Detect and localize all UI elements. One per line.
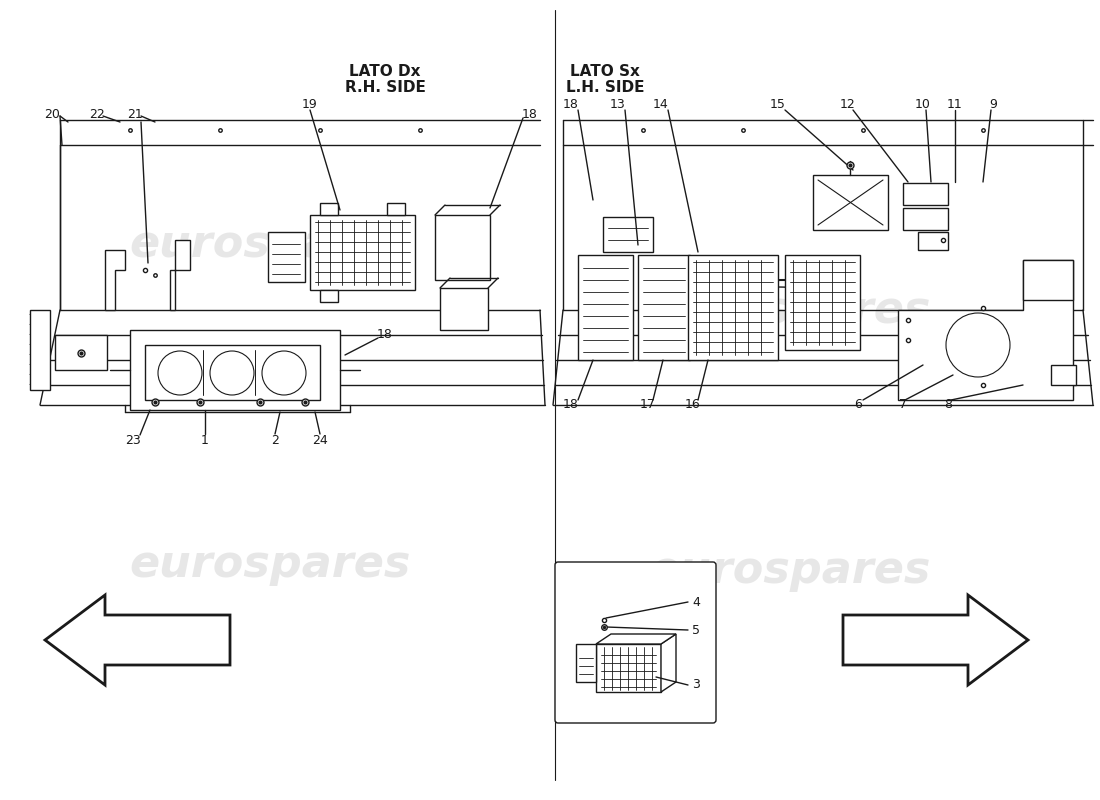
Text: 4: 4	[692, 595, 700, 609]
Text: 17: 17	[640, 398, 656, 411]
Bar	[55, 335, 107, 370]
Text: 24: 24	[312, 434, 328, 446]
Bar	[596, 644, 661, 692]
Text: 18: 18	[377, 329, 393, 342]
Polygon shape	[170, 240, 190, 310]
Text: R.H. SIDE: R.H. SIDE	[344, 81, 426, 95]
Text: 18: 18	[522, 107, 538, 121]
Text: eurospares: eurospares	[130, 223, 410, 266]
Polygon shape	[1023, 260, 1072, 300]
Bar	[440, 288, 488, 330]
Bar	[578, 255, 632, 360]
FancyBboxPatch shape	[556, 562, 716, 723]
Text: 9: 9	[989, 98, 997, 111]
Bar	[434, 215, 490, 280]
Text: 7: 7	[899, 398, 907, 411]
Text: 23: 23	[125, 434, 141, 446]
Polygon shape	[898, 260, 1072, 400]
Bar	[310, 215, 415, 290]
Text: 18: 18	[563, 98, 579, 111]
Bar	[1050, 365, 1076, 385]
Polygon shape	[596, 634, 676, 644]
Text: 1: 1	[201, 434, 209, 446]
Polygon shape	[30, 310, 50, 390]
Text: 6: 6	[854, 398, 862, 411]
Bar	[576, 644, 596, 682]
Text: 14: 14	[653, 98, 669, 111]
Text: 19: 19	[302, 98, 318, 111]
Bar	[320, 203, 338, 215]
Bar	[638, 255, 690, 360]
Text: 5: 5	[692, 623, 700, 637]
Bar	[813, 175, 888, 230]
Text: eurospares: eurospares	[649, 549, 931, 591]
Text: 20: 20	[44, 107, 59, 121]
Text: 11: 11	[947, 98, 962, 111]
Text: eurospares: eurospares	[649, 289, 931, 331]
Polygon shape	[918, 232, 948, 250]
Text: 13: 13	[610, 98, 626, 111]
Text: 2: 2	[271, 434, 279, 446]
Polygon shape	[130, 330, 340, 410]
Bar	[387, 203, 405, 215]
Bar	[903, 208, 948, 230]
Text: LATO Sx: LATO Sx	[570, 65, 640, 79]
Text: 16: 16	[685, 398, 701, 411]
Polygon shape	[843, 595, 1028, 685]
Text: 8: 8	[944, 398, 952, 411]
Bar	[268, 232, 305, 282]
Text: 3: 3	[692, 678, 700, 691]
Polygon shape	[661, 634, 676, 692]
Polygon shape	[45, 595, 230, 685]
Text: 22: 22	[89, 107, 104, 121]
Bar	[320, 290, 338, 302]
Text: 15: 15	[770, 98, 785, 111]
Text: L.H. SIDE: L.H. SIDE	[565, 81, 645, 95]
Text: 21: 21	[128, 107, 143, 121]
Text: 18: 18	[563, 398, 579, 411]
Text: 12: 12	[840, 98, 856, 111]
Text: LATO Dx: LATO Dx	[350, 65, 420, 79]
Polygon shape	[104, 250, 125, 310]
Bar	[903, 183, 948, 205]
Bar	[145, 345, 320, 400]
Bar	[688, 255, 778, 360]
Bar	[785, 255, 860, 350]
Bar	[603, 217, 653, 252]
Text: 10: 10	[915, 98, 931, 111]
Text: eurospares: eurospares	[130, 543, 410, 586]
